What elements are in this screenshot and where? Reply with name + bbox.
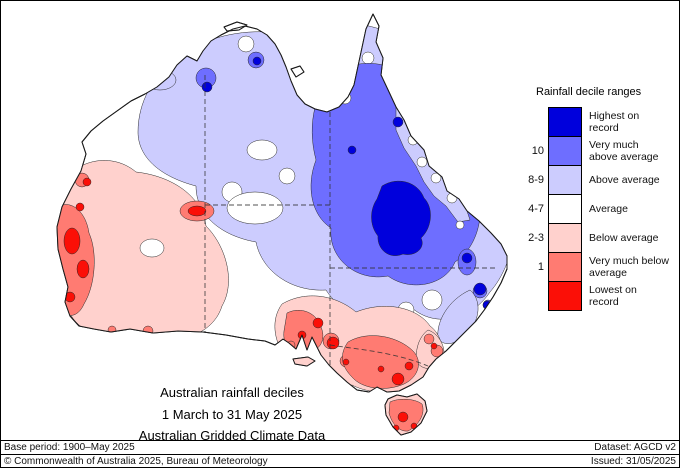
legend-decile: 10 — [531, 145, 544, 157]
legend-swatch-above-average — [548, 165, 582, 195]
coastline — [56, 13, 508, 436]
footer-row-1: Base period: 1900–May 2025 Dataset: AGCD… — [0, 440, 680, 454]
legend-row-lowest-on-record: Lowest on record — [524, 281, 676, 311]
legend-label: Very much below average — [589, 254, 669, 279]
base-period-text: Base period: 1900–May 2025 — [4, 442, 135, 453]
region-blob — [371, 180, 431, 256]
rainfall-map — [56, 13, 508, 436]
legend-swatch-highest-on-record — [548, 107, 582, 137]
region-average-west-patches — [139, 238, 165, 258]
legend-decile: 8-9 — [528, 174, 544, 186]
legend-label: Lowest on record — [589, 283, 637, 308]
legend-swatch-very-much-above-average — [548, 136, 582, 166]
map-title-line1: Australian rainfall deciles — [160, 385, 304, 400]
footer: Base period: 1900–May 2025 Dataset: AGCD… — [0, 440, 680, 468]
legend-label: Highest on record — [589, 109, 640, 134]
copyright-text: © Commonwealth of Australia 2025, Bureau… — [4, 456, 268, 467]
legend-row-very-much-above-average: 10 Very much above average — [524, 136, 676, 166]
legend-row-above-average: 8-9 Above average — [524, 165, 676, 195]
legend-swatch-very-much-below-average — [548, 252, 582, 282]
legend-decile: 4-7 — [528, 203, 544, 215]
map-title-line3: Australian Gridded Climate Data — [138, 428, 326, 443]
map-titles: Australian rainfall deciles 1 March to 3… — [87, 382, 377, 447]
nsw-vic-border — [329, 344, 429, 367]
legend-rows: Highest on record 10 Very much above ave… — [524, 107, 676, 311]
legend-row-highest-on-record: Highest on record — [524, 107, 676, 137]
legend-swatch-average — [548, 194, 582, 224]
legend-title: Rainfall decile ranges — [536, 86, 642, 98]
map-title-line2: 1 March to 31 May 2025 — [161, 406, 303, 422]
decile-regions — [57, 21, 507, 435]
issued-text: Issued: 31/05/2025 — [590, 456, 676, 467]
legend-row-very-much-below-average: 1 Very much below average — [524, 252, 676, 282]
legend-swatch-lowest-on-record — [548, 281, 582, 311]
legend-row-average: 4-7 Average — [524, 194, 676, 224]
region-lowest-on-record — [63, 177, 438, 432]
state-borders — [204, 75, 496, 367]
legend: Rainfall decile ranges Highest on record… — [524, 86, 676, 311]
legend-decile: 2-3 — [528, 232, 544, 244]
dataset-text: Dataset: AGCD v2 — [594, 442, 676, 453]
footer-row-2: © Commonwealth of Australia 2025, Bureau… — [0, 454, 680, 468]
legend-label: Above average — [589, 173, 660, 186]
legend-swatch-below-average — [548, 223, 582, 253]
legend-row-below-average: 2-3 Below average — [524, 223, 676, 253]
legend-label: Very much above average — [589, 138, 659, 163]
legend-decile: 1 — [537, 261, 544, 273]
legend-label: Average — [589, 202, 628, 215]
legend-label: Below average — [589, 231, 659, 244]
